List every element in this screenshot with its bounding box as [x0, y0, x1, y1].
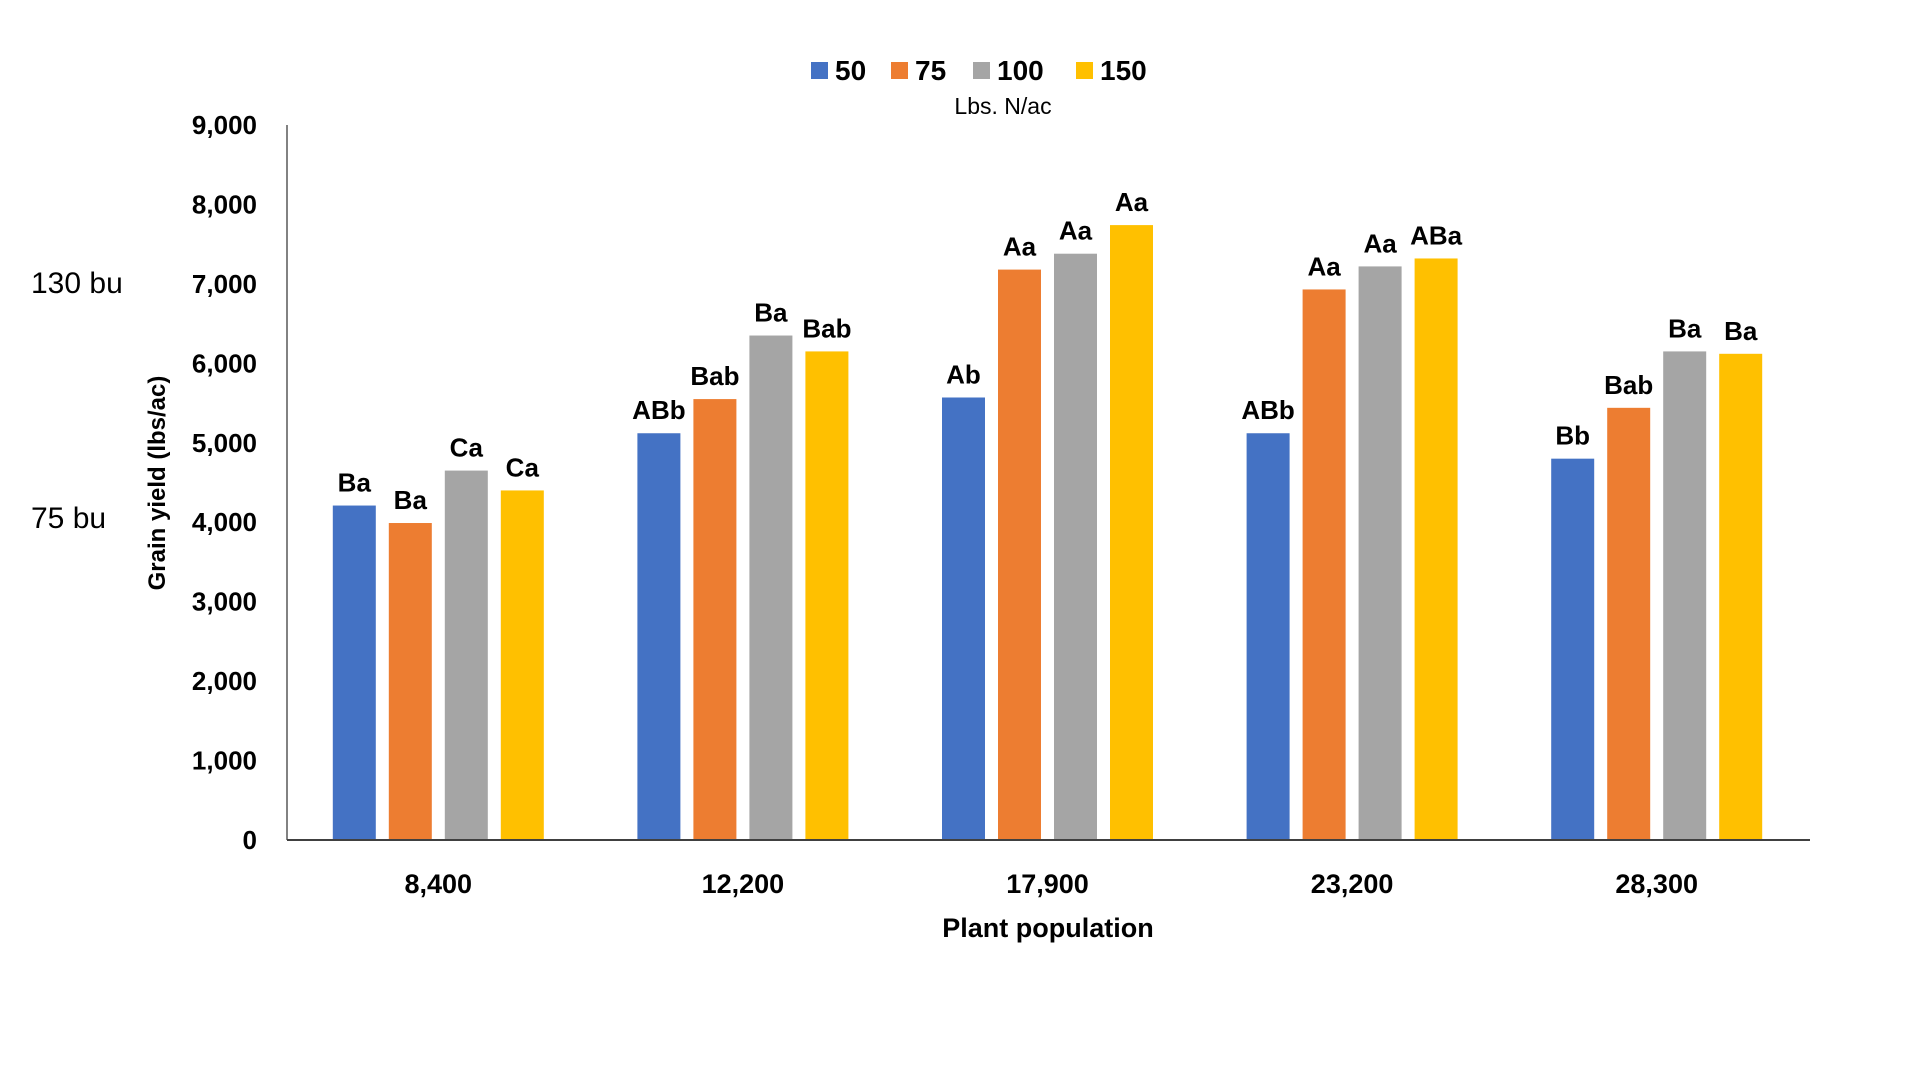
y-tick-label: 9,000 [192, 110, 257, 140]
data-label: ABb [632, 395, 685, 425]
data-label: Ba [1724, 316, 1758, 346]
legend-swatch-75 [891, 62, 908, 79]
data-label: Aa [1307, 251, 1341, 281]
data-label: Bab [802, 313, 851, 343]
bar-50-17,900 [942, 397, 985, 840]
bar-150-23,200 [1414, 258, 1458, 840]
y-axis-title: Grain yield (lbs/ac) [144, 376, 171, 591]
bar-75-28,300 [1607, 407, 1651, 840]
legend-label: 100 [997, 55, 1044, 86]
bar-100-28,300 [1663, 351, 1707, 840]
data-label: Bab [690, 361, 739, 391]
data-label: Ba [394, 485, 428, 515]
y-tick-label: 5,000 [192, 428, 257, 458]
y-tick-label: 7,000 [192, 269, 257, 299]
annotation-label: 130 bu [31, 267, 123, 300]
y-tick-label: 4,000 [192, 507, 257, 537]
data-label: Aa [1059, 216, 1093, 246]
data-label: Aa [1115, 187, 1149, 217]
data-label: Bb [1555, 421, 1590, 451]
y-tick-label: 2,000 [192, 666, 257, 696]
data-label: Ab [946, 359, 981, 389]
data-label: Ba [338, 468, 372, 498]
x-tick-label: 12,200 [702, 869, 785, 899]
data-label: ABa [1410, 220, 1463, 250]
legend-subtitle: Lbs. N/ac [954, 93, 1051, 119]
legend-label: 150 [1100, 55, 1147, 86]
data-label: Ba [1668, 313, 1702, 343]
legend-swatch-50 [811, 62, 828, 79]
data-label: ABb [1241, 395, 1294, 425]
x-axis: 8,400 12,200 17,900 23,200 28,300 [287, 839, 1810, 899]
bar-100-8,400 [444, 470, 488, 840]
bar-150-17,900 [1110, 225, 1153, 841]
data-label: Aa [1363, 228, 1397, 258]
bar-150-28,300 [1719, 353, 1763, 840]
y-tick-label: 8,000 [192, 189, 257, 219]
data-label: Ca [450, 433, 484, 463]
bar-50-8,400 [332, 505, 376, 840]
annotation-label: 75 bu [31, 502, 106, 535]
x-tick-label: 17,900 [1006, 869, 1089, 899]
y-tick-label: 3,000 [192, 587, 257, 617]
data-label: Ca [506, 452, 540, 482]
bar-75-23,200 [1302, 289, 1346, 840]
legend: 50 75 100 150 [811, 55, 1147, 86]
x-tick-label: 23,200 [1311, 869, 1394, 899]
bar-100-17,900 [1054, 253, 1097, 840]
bars: Ba ABb Ab ABb Bb Ba Bab Aa Aa Bab Ca Ba Aa Aa Ba Ca Bab A… [332, 187, 1763, 841]
y-tick-label: 0 [243, 825, 257, 855]
annotations: 130 bu 75 bu [31, 267, 123, 535]
data-label: Ba [754, 298, 788, 328]
legend-label: 75 [915, 55, 946, 86]
bar-50-23,200 [1246, 433, 1290, 840]
data-label: Aa [1003, 232, 1037, 262]
bar-150-8,400 [500, 490, 544, 840]
bar-150-12,200 [805, 351, 849, 840]
legend-label: 50 [835, 55, 866, 86]
x-axis-title: Plant population [942, 913, 1153, 943]
x-tick-label: 28,300 [1615, 869, 1698, 899]
bar-50-28,300 [1551, 458, 1595, 840]
bar-75-8,400 [388, 523, 432, 840]
bar-75-17,900 [998, 269, 1041, 841]
bar-100-12,200 [749, 335, 793, 840]
data-label: Bab [1604, 370, 1653, 400]
legend-swatch-100 [973, 62, 990, 79]
y-tick-label: 1,000 [192, 746, 257, 776]
legend-swatch-150 [1076, 62, 1093, 79]
bar-75-12,200 [693, 399, 737, 840]
x-tick-label: 8,400 [405, 869, 473, 899]
y-tick-label: 6,000 [192, 348, 257, 378]
bar-100-23,200 [1358, 266, 1402, 840]
y-axis: 0 1,000 2,000 3,000 4,000 5,000 6,000 7,000 8,00… [192, 110, 288, 855]
bar-50-12,200 [637, 433, 681, 840]
